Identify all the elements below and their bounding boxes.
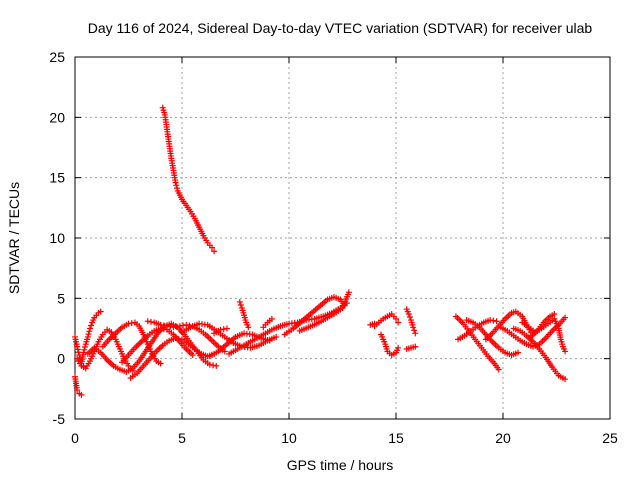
data-point-arc-k (223, 325, 230, 332)
data-point-arc-l (236, 298, 243, 305)
axis-ticks: 0 5 10 15 20 25 -5 0 5 10 15 20 25 (49, 49, 618, 446)
data-point-arc-ab (562, 348, 569, 355)
y-tick-label: 5 (57, 290, 65, 306)
data-point-arc-u (412, 343, 419, 350)
data-point-arc-k (217, 326, 224, 333)
data-point-arc-ac (551, 311, 558, 318)
data-point-arc-t (410, 324, 417, 331)
data-point-arc-j (266, 337, 273, 344)
data-point-arc-w (493, 318, 500, 325)
y-tick-label: 0 (57, 351, 65, 367)
data-point-arc-high-descending (173, 182, 180, 189)
data-point-arc-h (144, 318, 151, 325)
data-point-arc-r (395, 344, 402, 351)
data-point-arc-a (74, 346, 81, 353)
x-tick-label: 10 (281, 430, 297, 446)
data-point-arc-h (147, 318, 154, 325)
data-point-arc-b (74, 387, 81, 394)
data-point-arc-b (78, 391, 85, 398)
y-tick-label: 10 (49, 230, 65, 246)
data-point-arc-a (86, 325, 93, 332)
data-point-arc-x (514, 349, 521, 356)
data-markers (72, 104, 569, 398)
data-point-arc-a (85, 331, 92, 338)
data-point-arc-h (173, 323, 180, 330)
data-point-arc-d (213, 362, 220, 369)
data-point-arc-h (221, 348, 228, 355)
x-axis-label: GPS time / hours (287, 457, 394, 473)
x-tick-label: 0 (71, 430, 79, 446)
x-tick-label: 20 (495, 430, 511, 446)
data-point-arc-s (371, 320, 378, 327)
data-point-arc-h (167, 323, 174, 330)
data-point-arc-d (210, 362, 217, 369)
data-point-arc-a (74, 343, 81, 350)
x-tick-label: 15 (388, 430, 404, 446)
data-point-arc-a (88, 322, 95, 329)
data-point-arc-h (160, 322, 167, 329)
data-point-arc-e (157, 360, 164, 367)
data-point-arc-t (412, 330, 419, 337)
data-point-arc-l (237, 301, 244, 308)
y-tick-label: -5 (53, 411, 66, 427)
data-point-arc-e (128, 320, 135, 327)
data-point-arc-t (411, 327, 418, 334)
data-point-arc-w (487, 317, 494, 324)
data-point-arc-a (81, 344, 88, 351)
data-point-arc-a (80, 349, 87, 356)
x-tick-label: 25 (602, 430, 618, 446)
data-point-arc-high-descending (174, 185, 181, 192)
data-point-arc-d (206, 361, 213, 368)
data-point-arc-h (170, 324, 177, 331)
data-point-arc-high-descending (208, 244, 215, 251)
data-point-arc-a (84, 333, 91, 340)
data-point-arc-high-descending (211, 248, 218, 255)
data-point-arc-a (81, 346, 88, 353)
data-point-arc-h (157, 321, 164, 328)
data-point-arc-k (220, 326, 227, 333)
data-point-arc-n (268, 315, 275, 322)
data-point-arc-q (393, 315, 399, 322)
y-tick-label: 25 (49, 49, 65, 65)
data-point-arc-g (175, 335, 182, 342)
data-point-arc-e (125, 320, 132, 327)
data-point-arc-f (189, 352, 196, 359)
y-tick-label: 20 (49, 109, 65, 125)
data-point-arc-g (172, 335, 179, 342)
data-point-arc-i (273, 333, 280, 340)
data-point-arc-q (395, 319, 402, 326)
data-point-arc-z (562, 314, 569, 321)
data-point-arc-h (176, 323, 183, 330)
chart-title: Day 116 of 2024, Sidereal Day-to-day VTE… (88, 20, 593, 36)
data-point-arc-l (245, 324, 252, 331)
data-point-arc-high-descending (172, 179, 179, 186)
data-point-arc-p (345, 289, 352, 296)
grid (75, 57, 610, 419)
x-tick-label: 5 (178, 430, 186, 446)
y-axis-label: SDTVAR / TECUs (6, 182, 22, 294)
y-tick-label: 15 (49, 170, 65, 186)
data-point-arc-h (164, 323, 171, 330)
data-point-arc-v (495, 366, 502, 373)
data-point-arc-t (405, 311, 412, 318)
data-point-arc-w (490, 317, 497, 324)
data-point-arc-a (97, 308, 104, 315)
data-point-arc-aa (562, 376, 569, 383)
data-point-arc-t (406, 314, 413, 321)
data-point-arc-a (86, 328, 93, 335)
data-point-arc-h (180, 322, 187, 329)
